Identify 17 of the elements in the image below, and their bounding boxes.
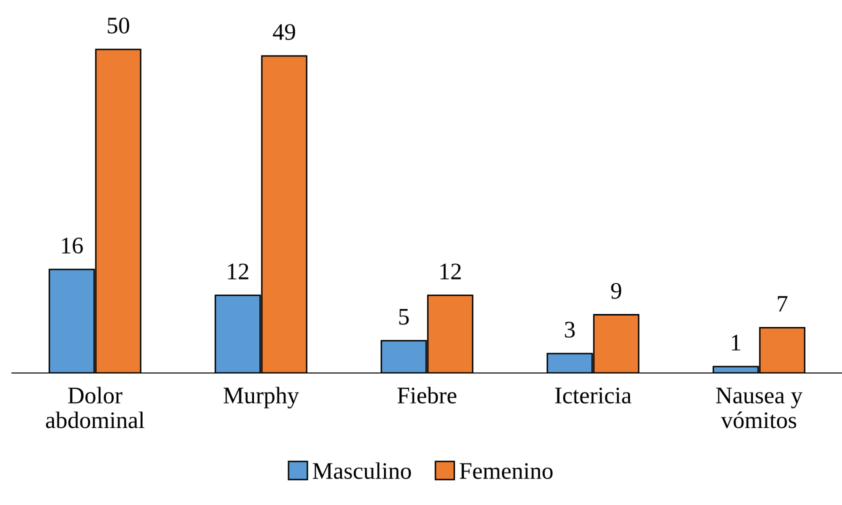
data-label: 1 [732,334,740,350]
data-label: 5 [399,309,409,325]
legend-label: Femenino [460,463,553,479]
x-tick-label: Nausea y vómitos [716,388,802,428]
data-label: 16 [62,238,83,254]
data-label: 3 [564,322,575,338]
data-label: 12 [440,264,461,280]
data-label: 12 [228,264,248,280]
x-tick-label: Dolor abdominal [46,386,144,428]
x-tick-label: Murphy [224,386,299,408]
legend-label: Masculino [312,462,411,479]
data-label: 49 [272,24,296,40]
data-label: 7 [778,296,788,312]
data-label: 9 [611,282,622,299]
x-tick-label: Fiebre [398,386,456,404]
x-tick-label: Ictericia [555,388,632,404]
data-label: 50 [108,18,130,34]
